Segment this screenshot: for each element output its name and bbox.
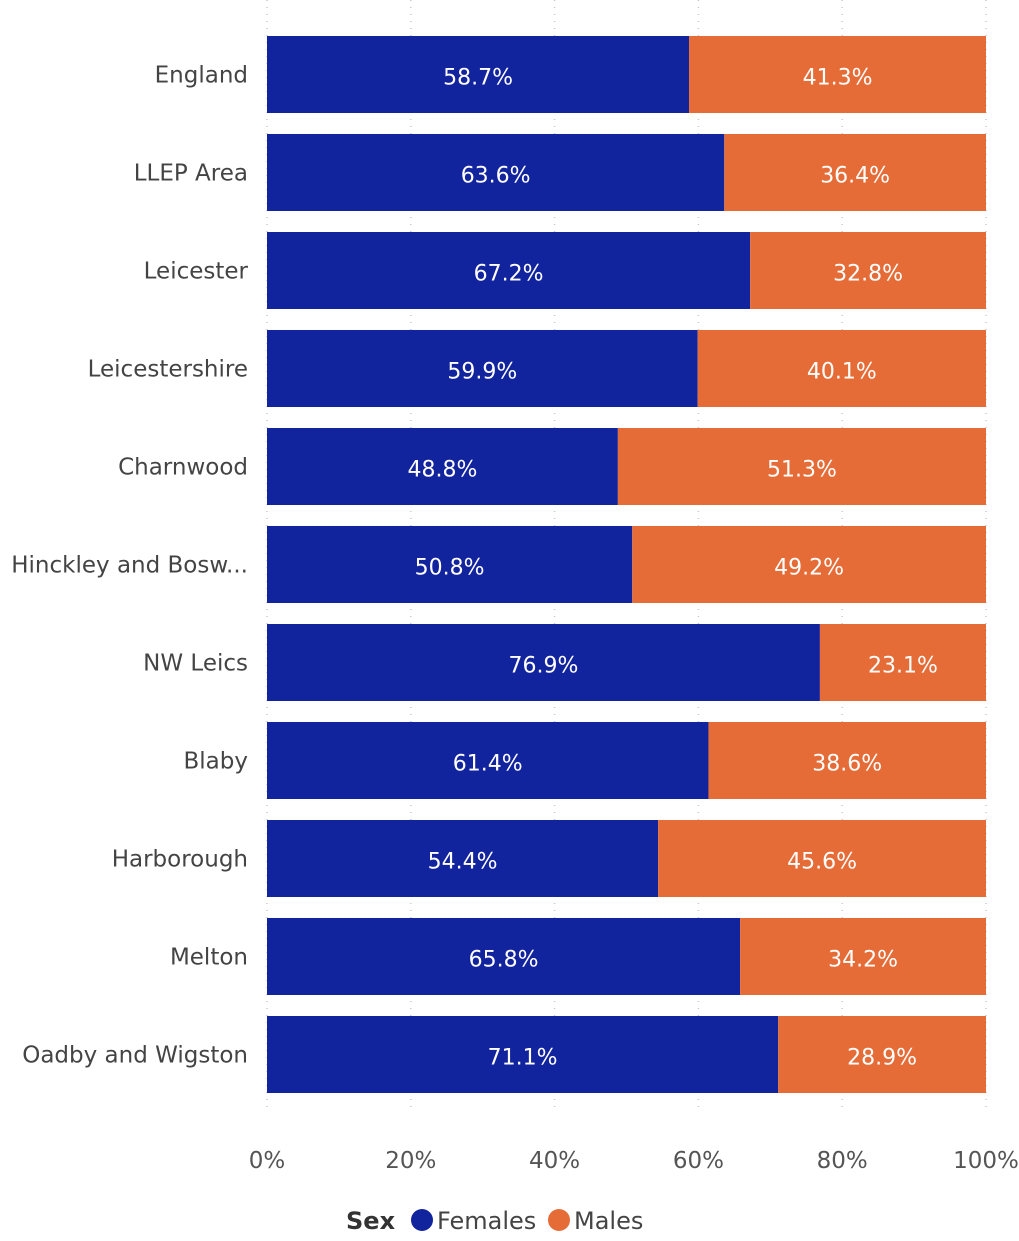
x-tick-label: 40% xyxy=(529,1148,580,1174)
category-label: Blaby xyxy=(184,749,248,775)
bar-females-10[interactable] xyxy=(267,1016,779,1093)
data-label: 23.1% xyxy=(868,654,938,679)
x-tick-label: 60% xyxy=(673,1148,724,1174)
data-label: 59.9% xyxy=(447,360,517,385)
bar-males-8[interactable] xyxy=(658,820,986,897)
bar-females-7[interactable] xyxy=(267,722,709,799)
category-label: England xyxy=(155,63,248,89)
x-axis-ticks: 0% 20% 40% 60% 80% 100% xyxy=(249,1148,1019,1174)
x-tick-label: 100% xyxy=(953,1148,1019,1174)
bars: 58.7% 41.3% 63.6% 36.4% 67.2% 32.8% 59.9% 40.1%… xyxy=(267,36,986,1093)
data-label: 61.4% xyxy=(453,752,523,777)
bar-females-3[interactable] xyxy=(267,330,698,407)
category-label: Harborough xyxy=(112,847,248,873)
category-label: Leicester xyxy=(144,259,249,285)
data-label: 54.4% xyxy=(428,850,498,875)
legend-entry-females[interactable]: Females xyxy=(437,1207,536,1235)
category-label: Leicestershire xyxy=(88,357,248,383)
category-label: NW Leics xyxy=(143,651,248,677)
bar-females-8[interactable] xyxy=(267,820,659,897)
bar-females-1[interactable] xyxy=(267,134,725,211)
category-label: Oadby and Wigston xyxy=(22,1043,248,1069)
data-label: 28.9% xyxy=(847,1046,917,1071)
data-label: 34.2% xyxy=(828,948,898,973)
data-label: 38.6% xyxy=(812,752,882,777)
bar-females-4[interactable] xyxy=(267,428,618,505)
data-label: 65.8% xyxy=(469,948,539,973)
bar-males-3[interactable] xyxy=(697,330,986,407)
bar-males-10[interactable] xyxy=(778,1016,986,1093)
category-label: Charnwood xyxy=(118,455,248,481)
x-tick-label: 20% xyxy=(385,1148,436,1174)
bar-males-6[interactable] xyxy=(819,624,986,701)
category-labels: England LLEP Area Leicester Leicestershire C… xyxy=(11,63,248,1069)
bar-females-6[interactable] xyxy=(267,624,820,701)
bar-females-0[interactable] xyxy=(267,36,690,113)
bar-males-4[interactable] xyxy=(617,428,986,505)
data-label: 41.3% xyxy=(803,66,873,91)
data-label: 71.1% xyxy=(488,1046,558,1071)
data-label: 40.1% xyxy=(807,360,877,385)
category-label: LLEP Area xyxy=(134,161,248,187)
legend: Sex Females Males xyxy=(346,1207,643,1235)
legend-marker-males xyxy=(548,1209,570,1231)
data-label: 36.4% xyxy=(820,164,890,189)
data-label: 50.8% xyxy=(415,556,485,581)
legend-marker-females xyxy=(411,1209,433,1231)
bar-males-0[interactable] xyxy=(689,36,986,113)
x-tick-label: 0% xyxy=(249,1148,286,1174)
x-tick-label: 80% xyxy=(817,1148,868,1174)
data-label: 32.8% xyxy=(833,262,903,287)
legend-entry-males[interactable]: Males xyxy=(574,1207,643,1235)
data-label: 67.2% xyxy=(474,262,544,287)
data-label: 49.2% xyxy=(774,556,844,581)
category-label: Hinckley and Bosw... xyxy=(11,553,248,579)
data-label: 48.8% xyxy=(407,458,477,483)
bar-males-1[interactable] xyxy=(724,134,986,211)
bar-males-2[interactable] xyxy=(750,232,986,309)
category-label: Melton xyxy=(170,945,248,971)
bar-females-2[interactable] xyxy=(267,232,751,309)
bar-females-9[interactable] xyxy=(267,918,741,995)
bar-males-7[interactable] xyxy=(708,722,986,799)
bar-males-5[interactable] xyxy=(632,526,986,603)
data-label: 51.3% xyxy=(767,458,837,483)
bar-males-9[interactable] xyxy=(740,918,986,995)
legend-title: Sex xyxy=(346,1207,396,1235)
data-label: 76.9% xyxy=(509,654,579,679)
bar-females-5[interactable] xyxy=(267,526,633,603)
data-label: 45.6% xyxy=(787,850,857,875)
data-label: 58.7% xyxy=(443,66,513,91)
data-label: 63.6% xyxy=(461,164,531,189)
